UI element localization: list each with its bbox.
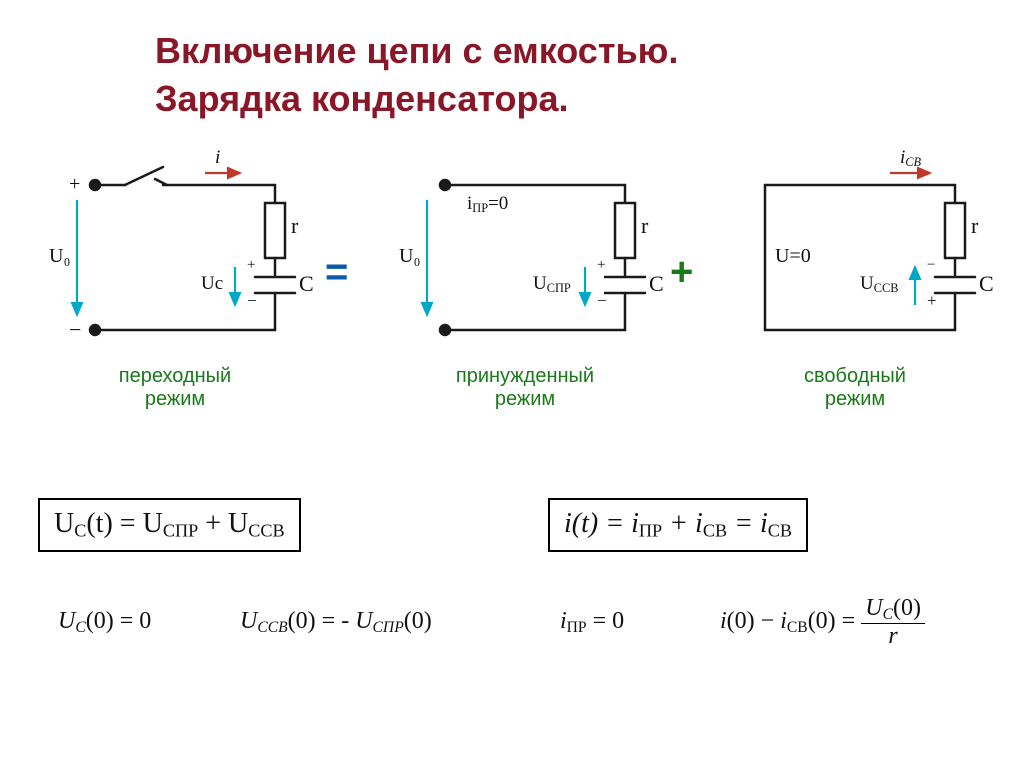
label-Uc: UССВ	[860, 273, 898, 296]
label-plus: +	[69, 173, 80, 196]
label-C: C	[299, 271, 314, 297]
cap-minus: +	[927, 291, 937, 311]
cap-plus: +	[597, 257, 605, 274]
label-r: r	[291, 213, 298, 239]
title-line2: Зарядка конденсатора.	[155, 78, 569, 120]
circuit-forced: iПР=0 U₀ r UСПР C + −	[405, 155, 645, 355]
slide: Включение цепи с емкостью. Зарядка конде…	[0, 0, 1024, 767]
circuit-free: iСВ U=0 r UССВ C − +	[735, 155, 975, 355]
equation-current: i(t) = iПР + iСВ = iСВ	[548, 498, 808, 552]
label-Uc: Uc	[201, 273, 223, 295]
cap-plus: +	[247, 257, 255, 274]
label-i: i	[215, 147, 220, 169]
label-U0: U₀	[399, 245, 420, 268]
label-r: r	[641, 213, 648, 239]
eq-ucsv: UССВ(0) = - UСПР(0)	[240, 608, 432, 637]
label-U0: U₀	[49, 245, 70, 268]
label-minus: −	[69, 317, 81, 343]
caption-forced: принужденныйрежим	[405, 365, 645, 411]
label-C: C	[649, 271, 664, 297]
caption-transient: переходныйрежим	[55, 365, 295, 411]
label-i: iПР=0	[467, 193, 508, 216]
eq-i0: i(0) − iСВ(0) = UC(0) r	[720, 596, 925, 649]
cap-minus: −	[247, 291, 257, 311]
plus-sign: +	[670, 250, 693, 295]
equation-voltage: UC(t) = UСПР + UССВ	[38, 498, 301, 552]
cap-minus: −	[597, 291, 607, 311]
label-Uc: UСПР	[533, 273, 571, 296]
eq-ipr0: iПР = 0	[560, 608, 624, 637]
label-U0: U=0	[775, 245, 811, 268]
cap-plus: −	[927, 257, 935, 274]
circuit-transient: + − i U₀ r Uc C + −	[55, 155, 295, 355]
label-i: iСВ	[900, 147, 921, 170]
eq-uc0: UC(0) = 0	[58, 608, 151, 637]
label-C: C	[979, 271, 994, 297]
label-r: r	[971, 213, 978, 239]
caption-free: свободныйрежим	[735, 365, 975, 411]
title-line1: Включение цепи с емкостью.	[155, 30, 678, 72]
equals-sign: =	[325, 250, 348, 295]
